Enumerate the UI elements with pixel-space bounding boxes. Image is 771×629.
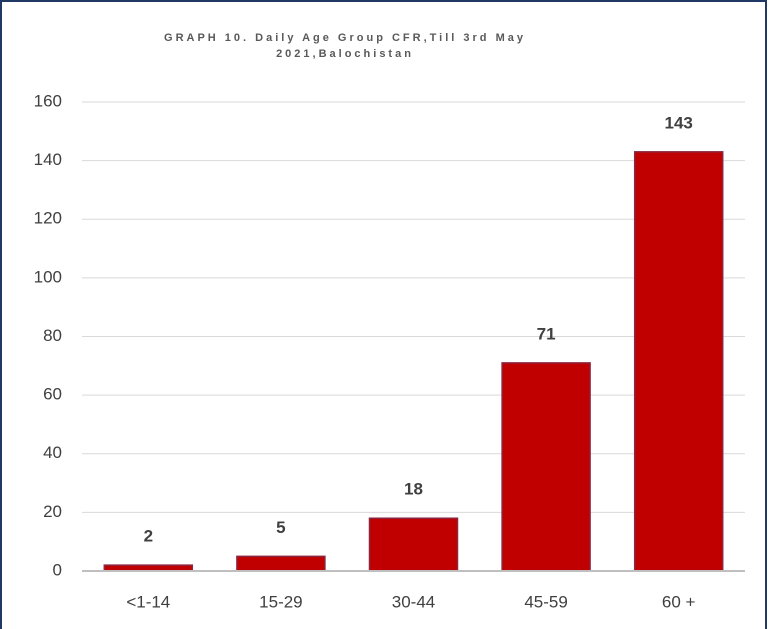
chart-title: GRAPH 10. Daily Age Group CFR,Till 3rd M… bbox=[164, 32, 526, 60]
y-tick-label: 120 bbox=[34, 209, 62, 228]
x-tick-label: <1-14 bbox=[126, 592, 170, 611]
value-label: 5 bbox=[276, 518, 285, 537]
x-tick-label: 60 + bbox=[662, 592, 696, 611]
y-tick-label: 20 bbox=[43, 502, 62, 521]
value-label: 71 bbox=[537, 324, 556, 343]
y-tick-label: 60 bbox=[43, 385, 62, 404]
bar bbox=[236, 555, 326, 572]
value-label: 2 bbox=[144, 527, 153, 546]
bar bbox=[633, 151, 724, 572]
bar bbox=[368, 517, 459, 572]
x-tick-label: 15-29 bbox=[259, 592, 302, 611]
value-label: 143 bbox=[665, 113, 693, 132]
x-tick-label: 45-59 bbox=[524, 592, 567, 611]
value-label: 18 bbox=[404, 480, 423, 499]
y-tick-label: 160 bbox=[34, 91, 62, 110]
y-tick-label: 0 bbox=[53, 560, 62, 579]
y-tick-label: 80 bbox=[43, 326, 62, 345]
y-tick-label: 140 bbox=[34, 150, 62, 169]
bar bbox=[501, 362, 591, 572]
y-tick-label: 40 bbox=[43, 443, 62, 462]
x-tick-label: 30-44 bbox=[392, 592, 435, 611]
y-tick-label: 100 bbox=[34, 267, 62, 286]
